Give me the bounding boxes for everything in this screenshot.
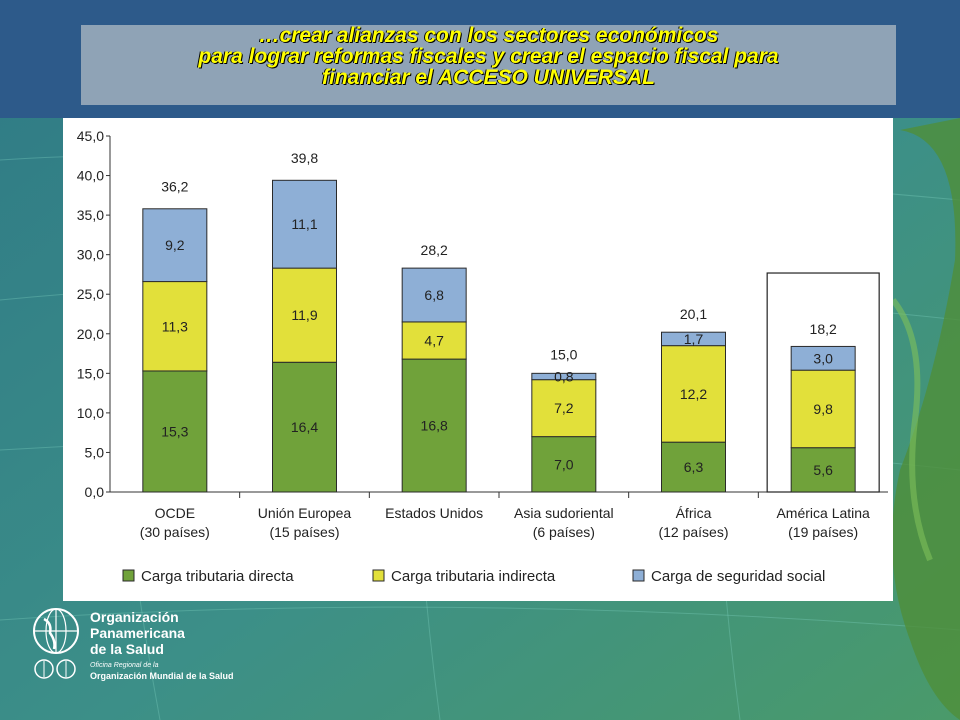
data-label: 7,0: [554, 456, 574, 472]
x-tick-label: (12 países): [658, 524, 728, 540]
logo-line-4: Oficina Regional de la: [90, 662, 159, 669]
legend-label: Carga tributaria directa: [141, 568, 294, 585]
x-tick-label: OCDE: [155, 505, 195, 521]
data-label: 4,7: [424, 333, 444, 349]
data-label: 1,7: [684, 331, 704, 347]
globe-emblem-icon: [33, 608, 79, 679]
x-tick-label: (15 países): [269, 524, 339, 540]
data-label: 11,9: [291, 307, 317, 323]
bar-segment: [531, 379, 597, 438]
data-label: 16,8: [421, 418, 448, 434]
data-label: 12,2: [680, 386, 707, 402]
title-line-3: financiar el ACCESO UNIVERSAL: [322, 66, 655, 89]
bar-segment: [142, 370, 208, 493]
total-label: 36,2: [161, 179, 188, 195]
x-tick-label: Unión Europea: [258, 505, 352, 521]
total-label: 39,8: [291, 150, 318, 166]
bar-segment: [531, 436, 597, 493]
total-label: 15,0: [550, 346, 577, 362]
total-label: 28,2: [421, 242, 448, 258]
bar-segment: [531, 372, 597, 381]
bar-segment: [401, 358, 467, 493]
bar-segment: [661, 331, 726, 347]
data-label: 16,4: [291, 419, 318, 435]
stacked-bar-chart: 0,0 5,0 10,0 15,0 20,0 25,0 30,0 35,0 40,0 45,0 15…: [77, 128, 888, 585]
data-label: 5,6: [813, 462, 833, 478]
logo-line-5: Organización Mundial de la Salud: [90, 671, 234, 681]
data-label: 11,1: [291, 216, 317, 232]
data-label: 9,2: [165, 237, 185, 253]
total-label: 18,2: [810, 321, 837, 337]
bar-segment: [790, 369, 856, 449]
continent-shape: [892, 118, 960, 720]
data-label: 11,3: [162, 318, 188, 334]
chart-panel: 0,0 5,0 10,0 15,0 20,0 25,0 30,0 35,0 40,0 45,0 15…: [63, 118, 893, 601]
legend-swatch: [372, 569, 385, 582]
data-label: 9,8: [813, 401, 833, 417]
y-tick-label: 40,0: [77, 168, 104, 184]
legend-label: Carga de seguridad social: [651, 568, 825, 585]
bar-segment: [272, 267, 337, 363]
total-label: 20,1: [680, 306, 707, 322]
x-tick-label: Asia sudoriental: [514, 505, 614, 521]
data-label: 6,3: [684, 459, 704, 475]
y-tick-label: 0,0: [85, 484, 105, 500]
data-label: 15,3: [161, 423, 188, 439]
bar-segment: [142, 208, 208, 283]
y-tick-label: 35,0: [77, 207, 104, 223]
logo-line-2: Panamericana: [90, 625, 185, 641]
y-tick-label: 15,0: [77, 365, 104, 381]
logo-line-3: de la Salud: [90, 641, 164, 657]
bar-segment: [142, 281, 208, 372]
legend-label: Carga tributaria indirecta: [391, 568, 556, 585]
data-label: 3,0: [813, 350, 833, 366]
x-tick-label: Estados Unidos: [385, 505, 483, 521]
data-label: 0,8: [554, 368, 574, 384]
title-line-2: para lograr reformas fiscales y crear el…: [198, 45, 779, 68]
x-tick-label: (6 países): [533, 524, 595, 540]
bar-segment: [401, 267, 467, 323]
x-tick-label: (30 países): [140, 524, 210, 540]
data-label: 7,2: [554, 400, 574, 416]
bar-segment: [661, 345, 726, 443]
y-tick-label: 20,0: [77, 326, 104, 342]
y-tick-label: 5,0: [85, 444, 105, 460]
y-tick-label: 30,0: [77, 247, 104, 263]
y-tick-label: 45,0: [77, 128, 104, 144]
data-label: 6,8: [424, 287, 444, 303]
x-tick-label: (19 países): [788, 524, 858, 540]
x-tick-label: América Latina: [776, 505, 870, 521]
legend-swatch: [632, 569, 645, 582]
x-tick-label: África: [676, 505, 712, 521]
legend-swatch: [122, 569, 135, 582]
paho-logo: Organización Panamericana de la Salud Of…: [30, 605, 290, 685]
logo-line-1: Organización: [90, 609, 179, 625]
slide-title: …crear alianzas con los sectores económi…: [81, 25, 896, 105]
title-line-1: …crear alianzas con los sectores económi…: [258, 24, 719, 47]
y-tick-label: 10,0: [77, 405, 104, 421]
bar-segment: [790, 345, 856, 371]
bar-segment: [272, 179, 337, 269]
y-tick-label: 25,0: [77, 286, 104, 302]
